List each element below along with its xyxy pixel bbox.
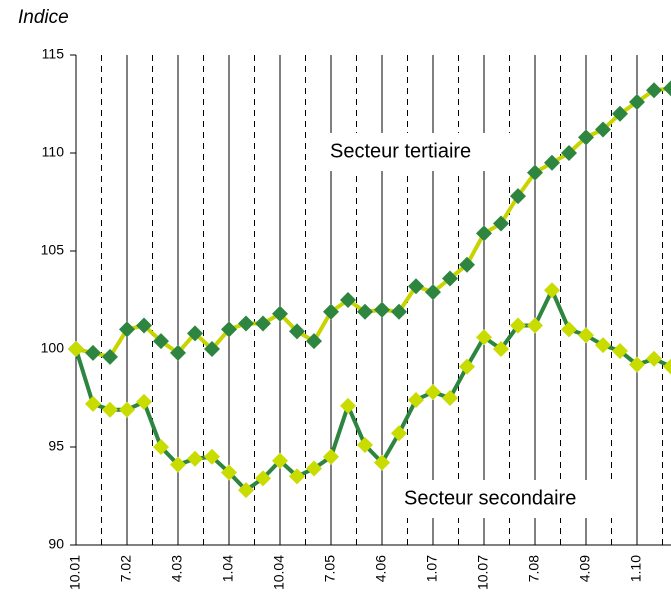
marker <box>442 390 458 406</box>
x-tick-label: 1.04 <box>220 555 236 582</box>
y-tick-label: 105 <box>41 242 65 258</box>
x-tick-label: 10.01 <box>67 555 83 590</box>
marker <box>561 321 577 338</box>
x-tick-label: 10.04 <box>271 555 287 590</box>
marker <box>646 350 662 367</box>
x-tick-label: 1.10 <box>628 555 644 582</box>
y-axis-label: Indice <box>18 7 69 28</box>
marker <box>595 337 611 354</box>
marker <box>493 341 509 357</box>
series-line <box>75 86 671 360</box>
marker <box>170 344 186 361</box>
marker <box>102 401 118 418</box>
label-box <box>398 480 636 518</box>
marker <box>510 188 526 205</box>
marker <box>578 327 594 344</box>
marker <box>255 470 271 487</box>
marker <box>136 317 152 334</box>
marker <box>306 460 322 477</box>
marker <box>476 329 492 346</box>
marker <box>374 454 390 471</box>
marker <box>153 439 169 455</box>
marker <box>510 317 526 334</box>
marker <box>493 215 509 232</box>
marker <box>595 121 611 138</box>
x-tick-label: 10.07 <box>475 555 491 590</box>
y-tick-label: 100 <box>41 340 65 356</box>
x-tick-label: 4.09 <box>577 555 593 582</box>
marker <box>527 317 543 334</box>
x-tick-label: 7.05 <box>322 555 338 582</box>
marker <box>289 323 305 340</box>
x-tick-label: 7.08 <box>526 555 542 582</box>
marker <box>323 448 339 465</box>
marker <box>578 129 594 146</box>
marker <box>119 401 135 418</box>
marker <box>153 333 169 350</box>
marker <box>340 292 356 308</box>
x-tick-label: 1.07 <box>424 555 440 582</box>
marker <box>289 468 305 485</box>
marker <box>408 278 424 295</box>
marker <box>238 482 254 499</box>
marker <box>306 333 322 350</box>
marker <box>663 80 671 97</box>
marker <box>85 344 101 361</box>
marker <box>476 225 492 242</box>
marker <box>238 315 254 332</box>
marker <box>629 356 645 373</box>
label-box <box>323 133 519 171</box>
marker <box>272 305 288 322</box>
x-tick-label: 4.06 <box>373 555 389 582</box>
marker <box>187 450 203 467</box>
marker <box>425 284 441 301</box>
marker <box>119 321 135 338</box>
marker <box>544 154 560 171</box>
marker <box>459 256 475 273</box>
marker <box>391 425 407 442</box>
marker <box>459 358 475 375</box>
y-tick-label: 115 <box>42 46 65 62</box>
marker <box>374 301 390 318</box>
marker <box>408 391 424 408</box>
marker <box>425 384 441 401</box>
marker <box>357 437 373 454</box>
marker <box>527 164 543 181</box>
marker <box>663 358 671 375</box>
x-tick-label: 4.03 <box>169 555 185 582</box>
y-tick-label: 110 <box>42 144 65 160</box>
x-tick-label: 7.02 <box>118 555 134 582</box>
marker <box>68 341 84 357</box>
marker <box>187 325 203 342</box>
series-line <box>74 285 671 493</box>
marker <box>85 395 101 412</box>
marker <box>102 348 118 365</box>
y-tick-label: 95 <box>48 438 64 454</box>
marker <box>255 315 271 332</box>
marker <box>629 94 645 111</box>
marker <box>221 321 237 338</box>
marker <box>442 270 458 287</box>
marker <box>561 145 577 161</box>
marker <box>136 393 152 410</box>
marker <box>204 341 220 357</box>
marker <box>391 303 407 320</box>
marker <box>323 303 339 320</box>
marker <box>170 456 186 473</box>
marker <box>272 452 288 469</box>
marker <box>544 282 560 299</box>
marker <box>204 448 220 465</box>
series-label: Secteur secondaire <box>404 487 576 509</box>
marker <box>221 464 237 481</box>
marker <box>646 82 662 99</box>
marker <box>357 303 373 320</box>
series-label: Secteur tertiaire <box>330 140 471 162</box>
y-tick-label: 90 <box>48 536 64 552</box>
marker <box>612 342 628 359</box>
marker <box>340 397 356 414</box>
marker <box>612 105 628 122</box>
